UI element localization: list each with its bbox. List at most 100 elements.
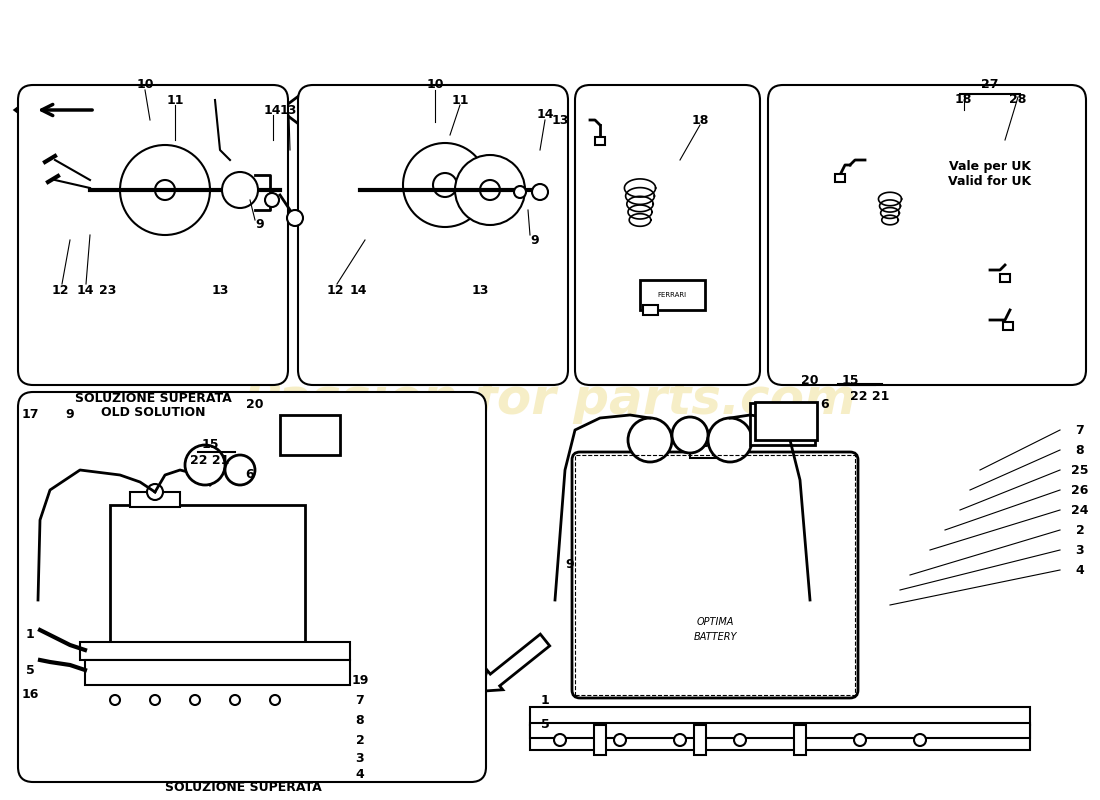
Text: 13: 13 <box>279 103 297 117</box>
FancyArrow shape <box>20 495 95 525</box>
Text: 9: 9 <box>565 558 574 571</box>
Text: 18: 18 <box>955 93 971 106</box>
Text: 3: 3 <box>355 751 364 765</box>
Text: 22 21: 22 21 <box>850 390 890 402</box>
Bar <box>694 725 706 755</box>
Bar <box>594 725 606 755</box>
FancyArrow shape <box>280 95 355 125</box>
Text: 2: 2 <box>1076 523 1085 537</box>
Bar <box>1003 322 1013 330</box>
Circle shape <box>147 484 163 500</box>
Text: BATTERY: BATTERY <box>693 632 737 642</box>
Text: Valid for UK: Valid for UK <box>948 175 1032 188</box>
Text: 20: 20 <box>801 374 818 386</box>
Circle shape <box>708 418 752 462</box>
Text: 24: 24 <box>1071 503 1089 517</box>
Circle shape <box>554 734 566 746</box>
Circle shape <box>480 180 501 200</box>
Text: 12: 12 <box>52 283 68 297</box>
Circle shape <box>226 455 255 485</box>
Text: 12: 12 <box>327 283 343 297</box>
Circle shape <box>150 695 160 705</box>
FancyBboxPatch shape <box>298 85 568 385</box>
Text: 28: 28 <box>1010 93 1026 106</box>
FancyBboxPatch shape <box>572 452 858 698</box>
Circle shape <box>433 173 456 197</box>
Text: 15: 15 <box>201 438 219 451</box>
Text: 5: 5 <box>540 718 549 731</box>
Text: 7: 7 <box>1076 423 1085 437</box>
Text: 15: 15 <box>842 374 859 386</box>
Bar <box>640 280 705 310</box>
Text: 10: 10 <box>427 78 443 91</box>
Text: Vale per UK: Vale per UK <box>949 160 1031 173</box>
Bar <box>835 174 845 182</box>
FancyArrow shape <box>481 634 550 691</box>
Circle shape <box>455 155 525 225</box>
Text: SOLUZIONE SUPERATA: SOLUZIONE SUPERATA <box>75 391 231 405</box>
Text: 18: 18 <box>691 114 708 126</box>
Text: 22 21: 22 21 <box>190 454 230 466</box>
Bar <box>80 642 350 660</box>
Circle shape <box>120 145 210 235</box>
Text: OLD SOLUTION: OLD SOLUTION <box>101 406 206 418</box>
Text: 9: 9 <box>66 409 75 422</box>
Circle shape <box>230 695 240 705</box>
Bar <box>85 660 350 685</box>
Circle shape <box>674 734 686 746</box>
Bar <box>530 723 1030 738</box>
Text: 13: 13 <box>211 283 229 297</box>
FancyBboxPatch shape <box>18 392 486 782</box>
Bar <box>595 137 605 145</box>
Text: 4: 4 <box>1076 563 1085 577</box>
Circle shape <box>403 143 487 227</box>
Text: 17: 17 <box>21 409 38 422</box>
Bar <box>690 438 721 458</box>
Text: 11: 11 <box>166 94 184 106</box>
Bar <box>750 403 815 445</box>
Text: 7: 7 <box>355 694 364 706</box>
Circle shape <box>794 734 806 746</box>
Text: 25: 25 <box>1071 463 1089 477</box>
Text: SOLUZIONE SUPERATA: SOLUZIONE SUPERATA <box>165 781 321 794</box>
Text: 8: 8 <box>355 714 364 726</box>
Bar <box>110 505 305 645</box>
FancyBboxPatch shape <box>18 85 288 385</box>
Text: 1: 1 <box>540 694 549 706</box>
Text: 6: 6 <box>821 398 829 411</box>
Circle shape <box>185 445 226 485</box>
Circle shape <box>155 180 175 200</box>
Circle shape <box>854 734 866 746</box>
Circle shape <box>222 172 258 208</box>
Text: 9: 9 <box>530 234 539 246</box>
Text: 16: 16 <box>21 689 38 702</box>
Text: 14: 14 <box>350 283 366 297</box>
Text: 8: 8 <box>1076 443 1085 457</box>
FancyBboxPatch shape <box>768 85 1086 385</box>
Circle shape <box>270 695 280 705</box>
Text: 10: 10 <box>136 78 154 91</box>
Text: 1: 1 <box>25 629 34 642</box>
Circle shape <box>110 695 120 705</box>
Text: 26: 26 <box>1071 483 1089 497</box>
Text: Passion for parts.com: Passion for parts.com <box>244 376 856 424</box>
Text: 20: 20 <box>246 398 264 411</box>
Bar <box>794 725 806 755</box>
Circle shape <box>265 193 279 207</box>
Text: 3: 3 <box>1076 543 1085 557</box>
Text: 2: 2 <box>355 734 364 746</box>
Circle shape <box>287 210 303 226</box>
Bar <box>644 305 658 315</box>
FancyArrow shape <box>15 95 95 125</box>
Text: 5: 5 <box>25 663 34 677</box>
Text: 27: 27 <box>981 78 999 91</box>
Text: OPTIMA: OPTIMA <box>696 617 734 627</box>
Circle shape <box>190 695 200 705</box>
Text: 11: 11 <box>451 94 469 106</box>
Circle shape <box>734 734 746 746</box>
Text: 14: 14 <box>537 109 553 122</box>
Circle shape <box>672 417 708 453</box>
Bar <box>755 402 817 440</box>
Circle shape <box>532 184 548 200</box>
Circle shape <box>614 734 626 746</box>
